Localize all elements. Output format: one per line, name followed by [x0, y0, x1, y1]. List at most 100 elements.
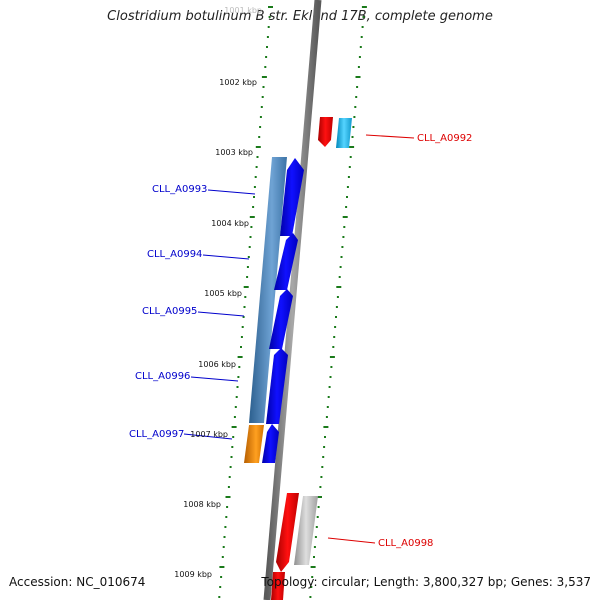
gc-dot-outer	[351, 136, 354, 138]
gc-dot-outer	[338, 276, 341, 278]
gc-dot-inner	[246, 266, 249, 268]
gc-dot-inner	[223, 536, 226, 538]
tick-label-1005-kbp: 1005 kbp	[204, 289, 242, 298]
gc-dot-outer	[321, 466, 324, 468]
gc-dot-inner	[260, 106, 263, 108]
gc-dot-inner	[243, 306, 246, 308]
gene-label-CLL_A0993[interactable]: CLL_A0993	[152, 184, 207, 195]
cds-arrow-CLL_A0997[interactable]	[262, 424, 279, 463]
gc-dot-inner	[243, 286, 249, 288]
gc-dot-inner	[227, 486, 230, 488]
gc-dot-outer	[311, 576, 314, 578]
gc-dot-outer	[354, 106, 357, 108]
gene-label-CLL_A0998[interactable]: CLL_A0998	[378, 538, 433, 549]
gc-dot-inner	[255, 166, 258, 168]
tick-label-1008-kbp: 1008 kbp	[183, 500, 221, 509]
gc-dot-inner	[256, 156, 259, 158]
gene-label-CLL_A0995[interactable]: CLL_A0995	[142, 306, 197, 317]
gc-dot-inner	[238, 366, 241, 368]
gc-dot-outer	[340, 256, 343, 258]
gc-dot-inner	[232, 436, 235, 438]
gc-dot-outer	[334, 326, 337, 328]
gc-dot-outer	[359, 46, 362, 48]
accession-label: Accession: NC_010674	[9, 575, 146, 589]
genome-backbone	[263, 0, 322, 600]
gc-dot-outer	[320, 476, 323, 478]
gene-label-CLL_A0992[interactable]: CLL_A0992	[417, 133, 472, 144]
gc-dot-inner	[230, 456, 233, 458]
gc-dot-outer	[336, 286, 342, 288]
gc-dot-outer	[310, 566, 316, 568]
gc-dot-outer	[317, 506, 320, 508]
leader-CLL_A0996	[190, 376, 239, 382]
gc-dot-inner	[236, 386, 239, 388]
gc-dot-outer	[348, 166, 351, 168]
gc-dot-inner	[253, 196, 255, 198]
gc-dot-outer	[309, 596, 312, 598]
gene-label-CLL_A0996[interactable]: CLL_A0996	[135, 371, 190, 382]
gc-dot-outer	[339, 266, 342, 268]
tick-label-1002-kbp: 1002 kbp	[219, 78, 257, 87]
tick-label-1004-kbp: 1004 kbp	[211, 219, 249, 228]
leader-CLL_A0993	[207, 189, 256, 195]
gc-dot-outer	[319, 486, 322, 488]
position-tick-labels: 1001 kbp 1002 kbp 1003 kbp 1004 kbp 1005…	[174, 6, 262, 579]
gc-dot-inner	[261, 96, 264, 98]
reverse-feature-gray	[294, 496, 318, 565]
gc-dot-inner	[218, 596, 221, 598]
gc-dot-inner	[220, 576, 223, 578]
gc-dot-outer	[330, 366, 333, 368]
gc-dot-inner	[242, 316, 245, 318]
gc-dot-outer	[335, 306, 338, 308]
gene-label-CLL_A0994[interactable]: CLL_A0994	[147, 249, 202, 260]
gc-dot-inner	[268, 16, 271, 18]
gc-dot-inner	[249, 236, 252, 238]
gc-dot-outer	[313, 556, 315, 558]
gc-dot-inner	[258, 136, 261, 138]
gc-dot-outer	[322, 456, 325, 458]
gc-dot-inner	[229, 466, 232, 468]
gc-dot-inner	[250, 226, 253, 228]
gc-dot-outer	[352, 126, 355, 128]
gc-dot-inner	[231, 426, 237, 428]
gc-dot-outer	[361, 6, 367, 8]
gc-dot-inner	[240, 336, 243, 338]
gc-dot-inner	[219, 586, 222, 588]
gc-content-dots	[218, 6, 367, 598]
forward-feature-bar	[249, 157, 287, 423]
cds-arrow-CLL_A0993[interactable]	[280, 158, 304, 236]
gene-label-CLL_A0997[interactable]: CLL_A0997	[129, 429, 184, 440]
gc-dot-inner	[262, 86, 265, 88]
cds-arrow-partial	[271, 572, 285, 600]
cds-arrow-CLL_A0996[interactable]	[266, 348, 288, 424]
gc-dot-outer	[361, 26, 364, 28]
gc-dot-outer	[323, 446, 326, 448]
gc-dot-inner	[261, 76, 267, 78]
gc-dot-inner	[231, 446, 234, 448]
gc-dot-inner	[255, 146, 261, 148]
gc-dot-outer	[317, 496, 322, 498]
gc-dot-outer	[358, 56, 361, 58]
gc-dot-inner	[268, 6, 273, 8]
cds-arrow-CLL_A0998[interactable]	[276, 493, 299, 572]
gc-dot-outer	[333, 336, 336, 338]
cds-arrow-CLL_A0995[interactable]	[269, 289, 293, 349]
gc-dot-outer	[353, 116, 356, 118]
gc-dot-inner	[228, 476, 231, 478]
gc-dot-outer	[335, 316, 337, 318]
gc-dot-inner	[221, 556, 224, 558]
cds-arrow-CLL_A0992[interactable]	[318, 117, 333, 147]
gc-dot-outer	[342, 236, 345, 238]
cds-arrow-CLL_A0994[interactable]	[274, 233, 298, 290]
gc-dot-inner	[235, 396, 238, 398]
gc-dot-outer	[327, 396, 330, 398]
gc-dot-outer	[336, 296, 339, 298]
gc-dot-inner	[225, 516, 228, 518]
gc-dot-outer	[329, 356, 335, 358]
gc-dot-inner	[240, 346, 242, 348]
gc-dot-outer	[357, 66, 360, 68]
tick-label-1009-kbp: 1009 kbp	[174, 570, 212, 579]
gene-leader-lines	[183, 134, 415, 544]
gc-dot-inner	[264, 66, 267, 68]
